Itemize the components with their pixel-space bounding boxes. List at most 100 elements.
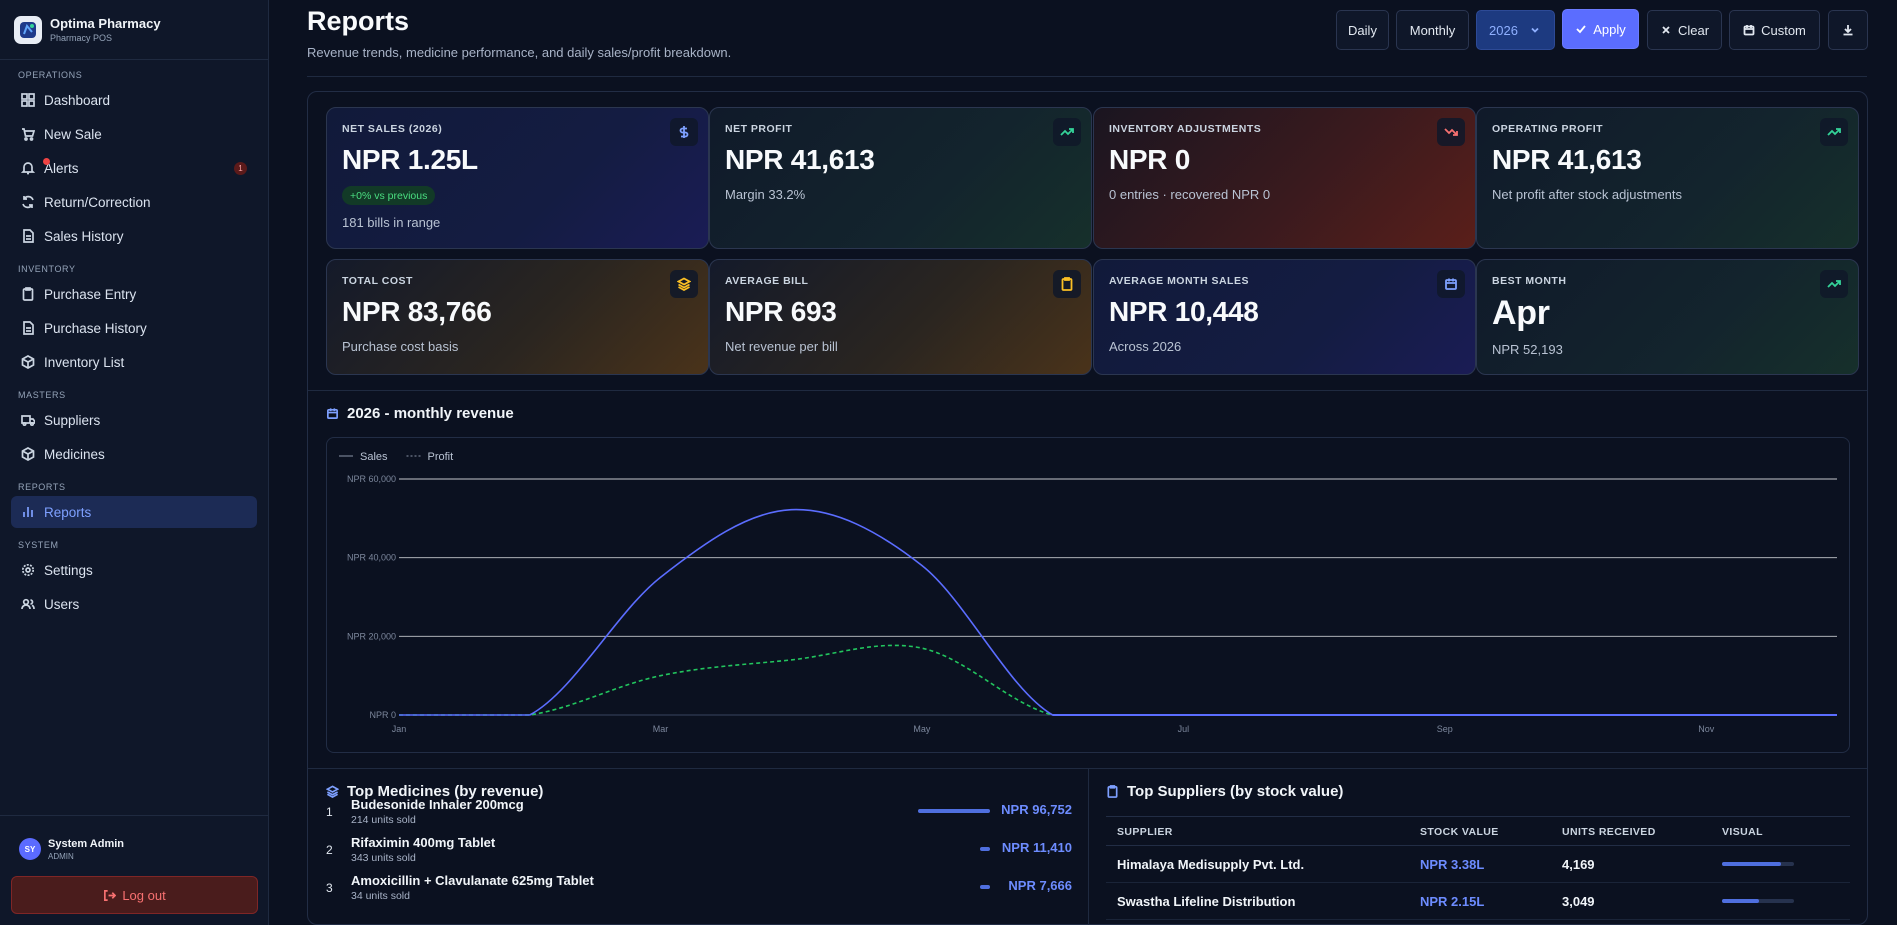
sidebar-item-label: Users — [44, 596, 80, 612]
y-tick-label: NPR 20,000 — [347, 631, 396, 641]
sidebar-item-label: Sales History — [44, 228, 124, 244]
medicine-name: Amoxicillin + Clavulanate 625mg Tablet — [351, 873, 594, 888]
sidebar-item-medicines[interactable]: Medicines — [11, 438, 257, 470]
clipboard-icon — [1107, 785, 1118, 798]
brand[interactable]: Optima Pharmacy Pharmacy POS — [0, 0, 268, 60]
supplier-name: Swastha Lifeline Distribution — [1117, 894, 1296, 909]
stat-value: NPR 41,613 — [725, 144, 875, 175]
chart-title-text: 2026 - monthly revenue — [347, 405, 514, 422]
list-item[interactable]: 2 Rifaximin 400mg Tablet 343 units sold NPR… — [326, 835, 1072, 869]
trend-down-icon — [1437, 118, 1465, 146]
stat-note: 181 bills in range — [342, 215, 441, 230]
sidebar-item-label: Settings — [44, 562, 93, 578]
stat-label: AVERAGE MONTH SALES — [1109, 275, 1249, 287]
users-icon — [21, 598, 35, 610]
stat-best-month: BEST MONTH Apr NPR 52,193 — [1476, 259, 1859, 375]
sidebar-item-purchase-entry[interactable]: Purchase Entry — [11, 278, 257, 310]
year-select[interactable]: 2026 — [1476, 10, 1555, 50]
table-header: SUPPLIER STOCK VALUE UNITS RECEIVED VISU… — [1106, 816, 1850, 846]
nav-section-reports: REPORTS — [18, 482, 66, 492]
apply-label: Apply — [1593, 21, 1626, 37]
column-header-units-received[interactable]: UNITS RECEIVED — [1562, 826, 1656, 838]
sidebar-item-new-sale[interactable]: New Sale — [11, 118, 257, 150]
revenue-chart[interactable]: NPR 0 NPR 20,000 NPR 40,000 NPR 60,000 Jan Ma… — [326, 437, 1850, 753]
apply-button[interactable]: Apply — [1562, 9, 1639, 49]
table-row[interactable]: Himalaya Medisupply Pvt. Ltd. NPR 3.38L 4,… — [1106, 846, 1850, 883]
supplier-visual-fill — [1722, 862, 1782, 866]
sidebar-item-users[interactable]: Users — [11, 588, 257, 620]
column-header-stock-value[interactable]: STOCK VALUE — [1420, 826, 1499, 838]
stat-operating-profit: OPERATING PROFIT NPR 41,613 Net profit a… — [1476, 107, 1859, 249]
change-badge: +0% vs previous — [342, 186, 436, 205]
layers-icon — [326, 785, 339, 798]
sidebar-item-label: Return/Correction — [44, 194, 151, 210]
monthly-button[interactable]: Monthly — [1396, 10, 1469, 50]
column-header-visual[interactable]: VISUAL — [1722, 826, 1763, 838]
sidebar-item-label: Purchase History — [44, 320, 147, 336]
supplier-name: Himalaya Medisupply Pvt. Ltd. — [1117, 857, 1305, 872]
y-tick-label: NPR 0 — [369, 710, 396, 720]
sidebar-item-dashboard[interactable]: Dashboard — [11, 84, 257, 116]
stat-value: NPR 41,613 — [1492, 144, 1642, 175]
sidebar-item-alerts[interactable]: Alerts 1 — [11, 152, 257, 184]
reports-card: NET SALES (2026) NPR 1.25L +0% vs previo… — [307, 91, 1868, 925]
stat-label: NET SALES (2026) — [342, 123, 443, 135]
supplier-visual-bar — [1722, 899, 1794, 903]
sidebar-item-inventory-list[interactable]: Inventory List — [11, 346, 257, 378]
top-suppliers-title-text: Top Suppliers (by stock value) — [1127, 783, 1344, 800]
cart-icon — [22, 128, 35, 141]
trend-up-icon — [1053, 118, 1081, 146]
top-medicines-title: Top Medicines (by revenue) — [326, 783, 543, 800]
list-item[interactable]: 3 Amoxicillin + Clavulanate 625mg Tablet 3… — [326, 873, 1072, 907]
brand-name: Optima Pharmacy — [50, 16, 161, 31]
supplier-stock-value: NPR 3.38L — [1420, 857, 1485, 872]
stat-value: NPR 83,766 — [342, 296, 492, 327]
table-row[interactable]: Swastha Lifeline Distribution NPR 2.15L 3,… — [1106, 883, 1850, 920]
daily-label: Daily — [1348, 22, 1377, 38]
clear-button[interactable]: Clear — [1647, 10, 1722, 50]
user-role: ADMIN — [48, 852, 74, 861]
bar-chart-icon — [23, 507, 33, 517]
medicine-revenue: NPR 7,666 — [1008, 878, 1072, 893]
box-icon — [21, 355, 35, 369]
list-item[interactable]: 1 Budesonide Inhaler 200mcg 214 units sold… — [326, 797, 1072, 831]
sidebar-item-settings[interactable]: Settings — [11, 554, 257, 586]
stat-value: NPR 0 — [1109, 144, 1190, 175]
check-icon — [1576, 25, 1586, 34]
sidebar-item-reports[interactable]: Reports — [11, 496, 257, 528]
sidebar-item-suppliers[interactable]: Suppliers — [11, 404, 257, 436]
x-tick-label: Nov — [1698, 724, 1715, 734]
alerts-count-badge: 1 — [234, 162, 247, 175]
clipboard-icon — [22, 287, 34, 301]
nav-section-operations: OPERATIONS — [18, 70, 83, 80]
sidebar-item-return-correction[interactable]: Return/Correction — [11, 186, 257, 218]
stat-label: NET PROFIT — [725, 123, 793, 135]
stat-value: NPR 10,448 — [1109, 296, 1259, 327]
custom-range-button[interactable]: Custom — [1729, 10, 1820, 50]
download-button[interactable] — [1828, 10, 1868, 50]
header-divider — [307, 76, 1867, 77]
layers-icon — [670, 270, 698, 298]
sidebar-item-label: Inventory List — [44, 354, 125, 370]
avatar[interactable]: SY — [19, 838, 41, 860]
sidebar-item-purchase-history[interactable]: Purchase History — [11, 312, 257, 344]
medicine-units: 343 units sold — [351, 852, 416, 864]
bell-icon — [21, 162, 35, 175]
y-tick-label: NPR 40,000 — [347, 553, 396, 563]
user-block: SY System Admin ADMIN Log out — [0, 815, 268, 925]
sidebar-item-sales-history[interactable]: Sales History — [11, 220, 257, 252]
column-header-supplier[interactable]: SUPPLIER — [1117, 826, 1173, 838]
stat-note: Across 2026 — [1109, 339, 1182, 354]
daily-button[interactable]: Daily — [1336, 10, 1389, 50]
stat-total-cost: TOTAL COST NPR 83,766 Purchase cost basi… — [326, 259, 709, 375]
panel-divider — [1088, 768, 1089, 925]
stat-note: Purchase cost basis — [342, 339, 459, 354]
nav-section-inventory: INVENTORY — [18, 264, 76, 274]
brand-subtitle: Pharmacy POS — [50, 33, 113, 43]
stat-inventory-adjustments: INVENTORY ADJUSTMENTS NPR 0 0 entries · … — [1093, 107, 1476, 249]
logout-button[interactable]: Log out — [11, 876, 258, 914]
year-select-value: 2026 — [1489, 22, 1518, 38]
stat-net-sales: NET SALES (2026) NPR 1.25L +0% vs previo… — [326, 107, 709, 249]
medicine-revenue: NPR 11,410 — [1001, 840, 1072, 855]
sidebar-item-label: Suppliers — [44, 412, 101, 428]
